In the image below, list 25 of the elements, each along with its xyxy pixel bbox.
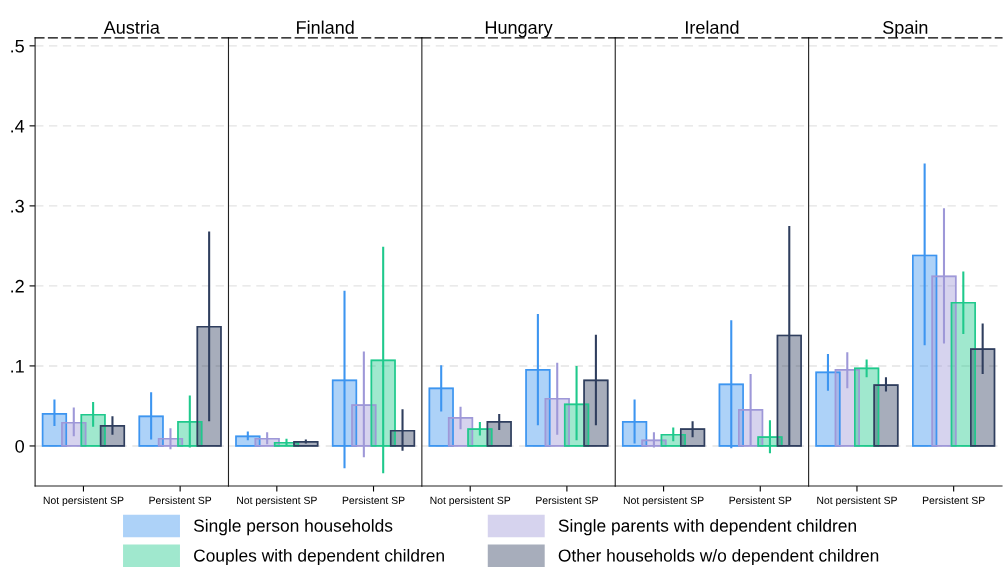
- x-tick-label: Not persistent SP: [237, 496, 317, 507]
- legend-label: Couples with dependent children: [194, 548, 444, 566]
- x-tick-label: Not persistent SP: [817, 496, 897, 507]
- legend-label: Other households w/o dependent children: [558, 548, 879, 566]
- chart-title: Finland: [297, 20, 354, 34]
- y-tick-label: .2: [11, 279, 24, 293]
- legend-label: Single parents with dependent children: [558, 519, 856, 536]
- x-tick-label: Persistent SP: [149, 496, 212, 505]
- y-tick-label: 0: [15, 439, 24, 453]
- y-tick-label: .4: [11, 119, 25, 133]
- y-tick-label: .5: [11, 39, 24, 53]
- x-tick-label: Not persistent SP: [43, 496, 124, 507]
- x-tick-label: Persistent SP: [729, 496, 792, 505]
- x-tick-label: Not persistent SP: [430, 496, 511, 507]
- x-tick-label: Persistent SP: [922, 496, 985, 505]
- x-tick-label: Persistent SP: [536, 496, 598, 505]
- chart-title: Spain: [883, 20, 928, 38]
- x-tick-label: Persistent SP: [342, 496, 405, 505]
- legend-label: Single person households: [193, 519, 393, 536]
- y-tick-label: .1: [11, 360, 24, 373]
- chart-title: Hungary: [485, 21, 553, 38]
- chart-title: Austria: [103, 20, 160, 34]
- chart-title: Ireland: [686, 20, 739, 34]
- y-tick-label: .3: [11, 199, 24, 213]
- x-tick-label: Not persistent SP: [623, 496, 704, 507]
